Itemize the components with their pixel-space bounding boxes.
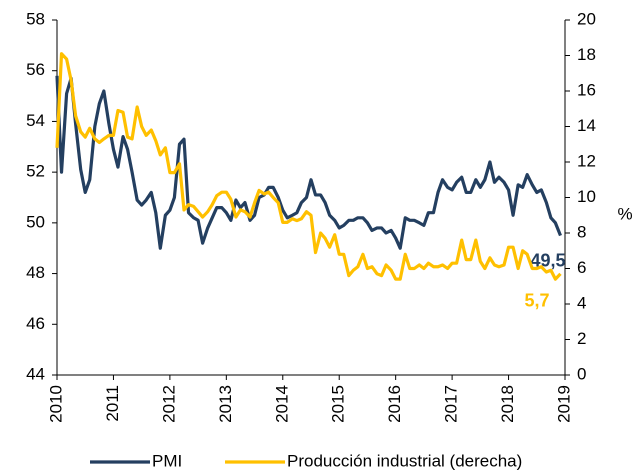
- y2-tick-label: 18: [577, 45, 596, 64]
- y-tick-label: 58: [26, 9, 45, 28]
- value-label: 5,7: [524, 291, 549, 311]
- x-tick-label: 2012: [159, 385, 178, 423]
- y2-axis-label: %: [617, 204, 632, 223]
- y-tick-label: 48: [26, 263, 45, 282]
- y2-tick-label: 14: [577, 116, 596, 135]
- x-tick-label: 2016: [385, 385, 404, 423]
- x-tick-label: 2019: [554, 385, 573, 423]
- y2-tick-label: 20: [577, 9, 596, 28]
- y-tick-label: 44: [26, 364, 45, 383]
- x-tick-label: 2011: [103, 385, 122, 422]
- y-tick-label: 52: [26, 162, 45, 181]
- series-line: [55, 75, 562, 250]
- y-tick-label: 46: [26, 314, 45, 333]
- y2-tick-label: 12: [577, 151, 596, 170]
- y2-tick-label: 8: [577, 222, 586, 241]
- x-tick-label: 2015: [329, 385, 348, 423]
- y2-tick-label: 16: [577, 80, 596, 99]
- y-tick-label: 54: [26, 111, 45, 130]
- y-tick-label: 56: [26, 60, 45, 79]
- x-tick-label: 2017: [442, 385, 461, 423]
- y2-tick-label: 4: [577, 293, 586, 312]
- x-tick-label: 2013: [216, 385, 235, 423]
- legend-label: PMI: [152, 451, 182, 470]
- y2-tick-label: 6: [577, 258, 586, 277]
- y-tick-label: 50: [26, 212, 45, 231]
- y2-tick-label: 10: [577, 187, 596, 206]
- series-line: [55, 52, 562, 281]
- y2-tick-label: 2: [577, 329, 586, 348]
- x-tick-label: 2010: [46, 385, 65, 423]
- y2-tick-label: 0: [577, 364, 586, 383]
- x-tick-label: 2018: [498, 385, 517, 423]
- x-tick-label: 2014: [272, 385, 291, 423]
- legend-label: Producción industrial (derecha): [287, 451, 522, 470]
- value-label: 49,5: [530, 250, 565, 270]
